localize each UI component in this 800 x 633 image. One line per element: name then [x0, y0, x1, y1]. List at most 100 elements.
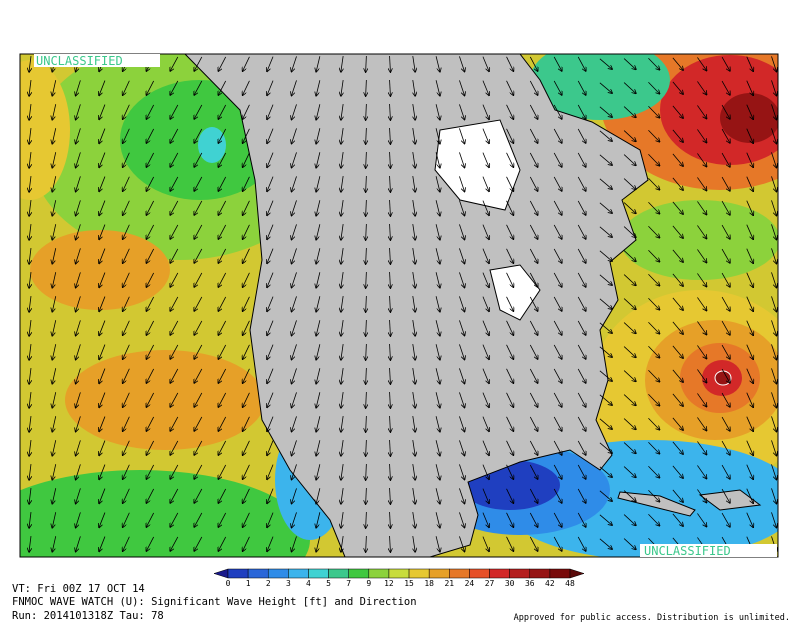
arrow	[413, 464, 415, 480]
arrow	[123, 512, 130, 528]
arrow	[316, 536, 321, 552]
arrow	[243, 104, 250, 119]
arrow	[771, 200, 777, 215]
arrow	[672, 393, 683, 406]
arrow	[52, 392, 57, 408]
arrow	[76, 152, 81, 167]
arrow	[672, 369, 683, 382]
arrow	[746, 416, 753, 432]
arrow	[771, 56, 777, 71]
arrow	[529, 464, 537, 479]
arrow	[390, 463, 391, 480]
arrow	[623, 82, 636, 94]
arrow	[746, 80, 753, 96]
arrow	[648, 417, 659, 429]
arrow	[599, 538, 612, 549]
arrow	[291, 224, 297, 239]
arrow	[194, 440, 203, 455]
arrow	[577, 200, 586, 215]
arrow	[413, 248, 415, 264]
arrow	[146, 416, 155, 431]
legend-swatch	[549, 568, 571, 579]
arrow	[746, 488, 753, 504]
arrow	[52, 536, 57, 552]
arrow	[218, 320, 227, 335]
arrow	[76, 392, 81, 407]
arrow	[435, 488, 440, 504]
arrow	[435, 176, 440, 192]
arrow	[599, 514, 612, 525]
arrow	[291, 104, 297, 119]
arrow	[123, 272, 130, 288]
arrow	[146, 464, 155, 479]
arrow	[29, 272, 31, 288]
arrow	[506, 176, 514, 191]
arrow	[341, 488, 343, 504]
arrow	[435, 272, 440, 288]
arrow	[435, 104, 440, 120]
arrow	[623, 298, 636, 310]
legend-swatch	[489, 568, 510, 579]
arrow	[316, 488, 321, 504]
arrow	[243, 296, 250, 311]
arrow	[672, 417, 683, 430]
arrow	[76, 488, 81, 503]
arrow	[194, 368, 203, 383]
arrow	[553, 512, 562, 527]
arrow	[218, 200, 227, 215]
arrow	[506, 296, 514, 311]
arrow	[672, 177, 683, 190]
ice	[434, 119, 521, 211]
arrow	[506, 440, 514, 455]
arrow	[746, 512, 753, 528]
arrow	[623, 250, 636, 262]
arrow	[482, 488, 489, 504]
arrow	[267, 320, 274, 336]
arrow	[648, 249, 659, 261]
arrow	[482, 104, 489, 120]
stamp: UNCLASSIFIED	[644, 544, 731, 558]
arrow	[341, 344, 343, 360]
arrow	[366, 151, 367, 168]
arrow	[170, 368, 179, 383]
arrow	[366, 367, 367, 384]
arrow	[390, 511, 391, 528]
arrow	[771, 296, 777, 311]
arrow	[459, 464, 464, 479]
arrow	[366, 511, 367, 528]
arrow	[721, 224, 730, 239]
arrow	[218, 104, 227, 119]
arrow	[29, 152, 31, 168]
arrow	[482, 536, 489, 552]
arrow	[529, 80, 537, 95]
arrow	[721, 248, 730, 263]
arrow	[291, 464, 297, 479]
arrow	[648, 105, 659, 117]
arrow	[672, 57, 683, 70]
arrow	[697, 177, 706, 190]
arrow	[623, 442, 636, 454]
arrow	[146, 224, 155, 239]
arrow	[553, 416, 562, 431]
arrow	[721, 368, 730, 383]
arrow	[553, 392, 562, 407]
arrow	[623, 274, 636, 286]
arrow	[697, 129, 706, 142]
arrow	[76, 536, 81, 551]
arrow	[623, 154, 636, 166]
arrow	[316, 224, 321, 240]
arrow	[218, 368, 227, 383]
arrow	[316, 440, 321, 456]
arrow	[170, 296, 179, 311]
arrow	[697, 465, 706, 478]
arrow	[146, 488, 155, 503]
arrow	[123, 296, 130, 312]
arrow	[648, 57, 659, 69]
arrow	[746, 176, 753, 192]
arrow	[529, 488, 537, 503]
arrow	[316, 296, 321, 312]
arrow	[599, 106, 612, 117]
arrow	[529, 296, 537, 311]
arrow	[623, 130, 636, 142]
arrow	[52, 488, 57, 504]
